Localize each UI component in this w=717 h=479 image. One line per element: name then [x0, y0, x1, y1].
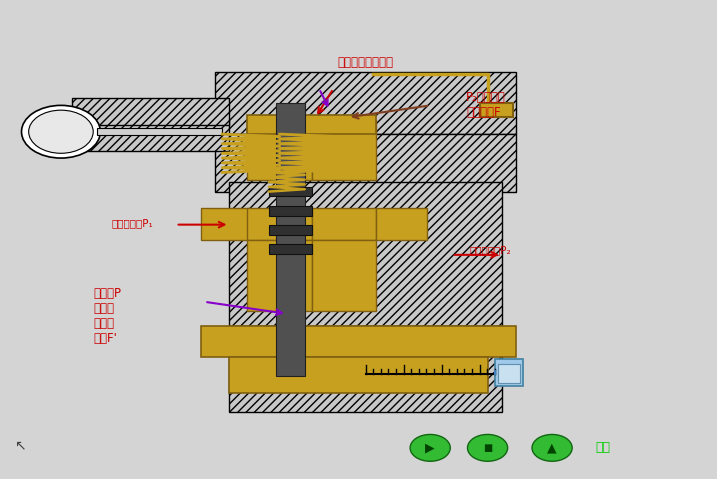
Polygon shape	[72, 98, 229, 125]
Text: P₂等于或大
于弹簧力F: P₂等于或大 于弹簧力F	[466, 91, 505, 119]
Polygon shape	[215, 134, 516, 192]
Polygon shape	[376, 208, 427, 240]
Text: 压力差P
等于或
大于弹
簧力F': 压力差P 等于或 大于弹 簧力F'	[93, 287, 121, 345]
Text: 返回: 返回	[595, 441, 610, 455]
Text: ▲: ▲	[547, 441, 557, 455]
Circle shape	[22, 105, 100, 158]
Polygon shape	[312, 120, 376, 180]
Polygon shape	[269, 187, 312, 196]
Polygon shape	[498, 364, 520, 383]
Text: 一次压力油P₁: 一次压力油P₁	[111, 218, 153, 228]
Polygon shape	[201, 326, 516, 357]
Polygon shape	[276, 103, 305, 376]
Polygon shape	[97, 128, 222, 135]
Polygon shape	[495, 359, 523, 386]
Polygon shape	[215, 72, 516, 134]
Polygon shape	[480, 103, 513, 117]
Text: ▶: ▶	[425, 441, 435, 455]
Polygon shape	[229, 182, 502, 326]
Circle shape	[29, 110, 93, 153]
Polygon shape	[269, 225, 312, 235]
Polygon shape	[229, 326, 502, 412]
Polygon shape	[247, 240, 312, 311]
Text: 二次压力油P₂: 二次压力油P₂	[470, 245, 511, 255]
Polygon shape	[247, 208, 312, 240]
Polygon shape	[201, 208, 251, 240]
Circle shape	[532, 434, 572, 461]
Polygon shape	[72, 120, 229, 151]
Polygon shape	[312, 240, 376, 311]
Polygon shape	[269, 206, 312, 216]
Circle shape	[410, 434, 450, 461]
Polygon shape	[247, 115, 376, 134]
Circle shape	[467, 434, 508, 461]
Text: ■: ■	[483, 443, 492, 453]
Polygon shape	[229, 357, 488, 393]
Polygon shape	[269, 244, 312, 254]
Text: 由小孔溢流回油箱: 由小孔溢流回油箱	[337, 57, 393, 69]
Polygon shape	[312, 208, 376, 240]
Text: ↖: ↖	[14, 438, 26, 453]
Polygon shape	[247, 120, 312, 180]
